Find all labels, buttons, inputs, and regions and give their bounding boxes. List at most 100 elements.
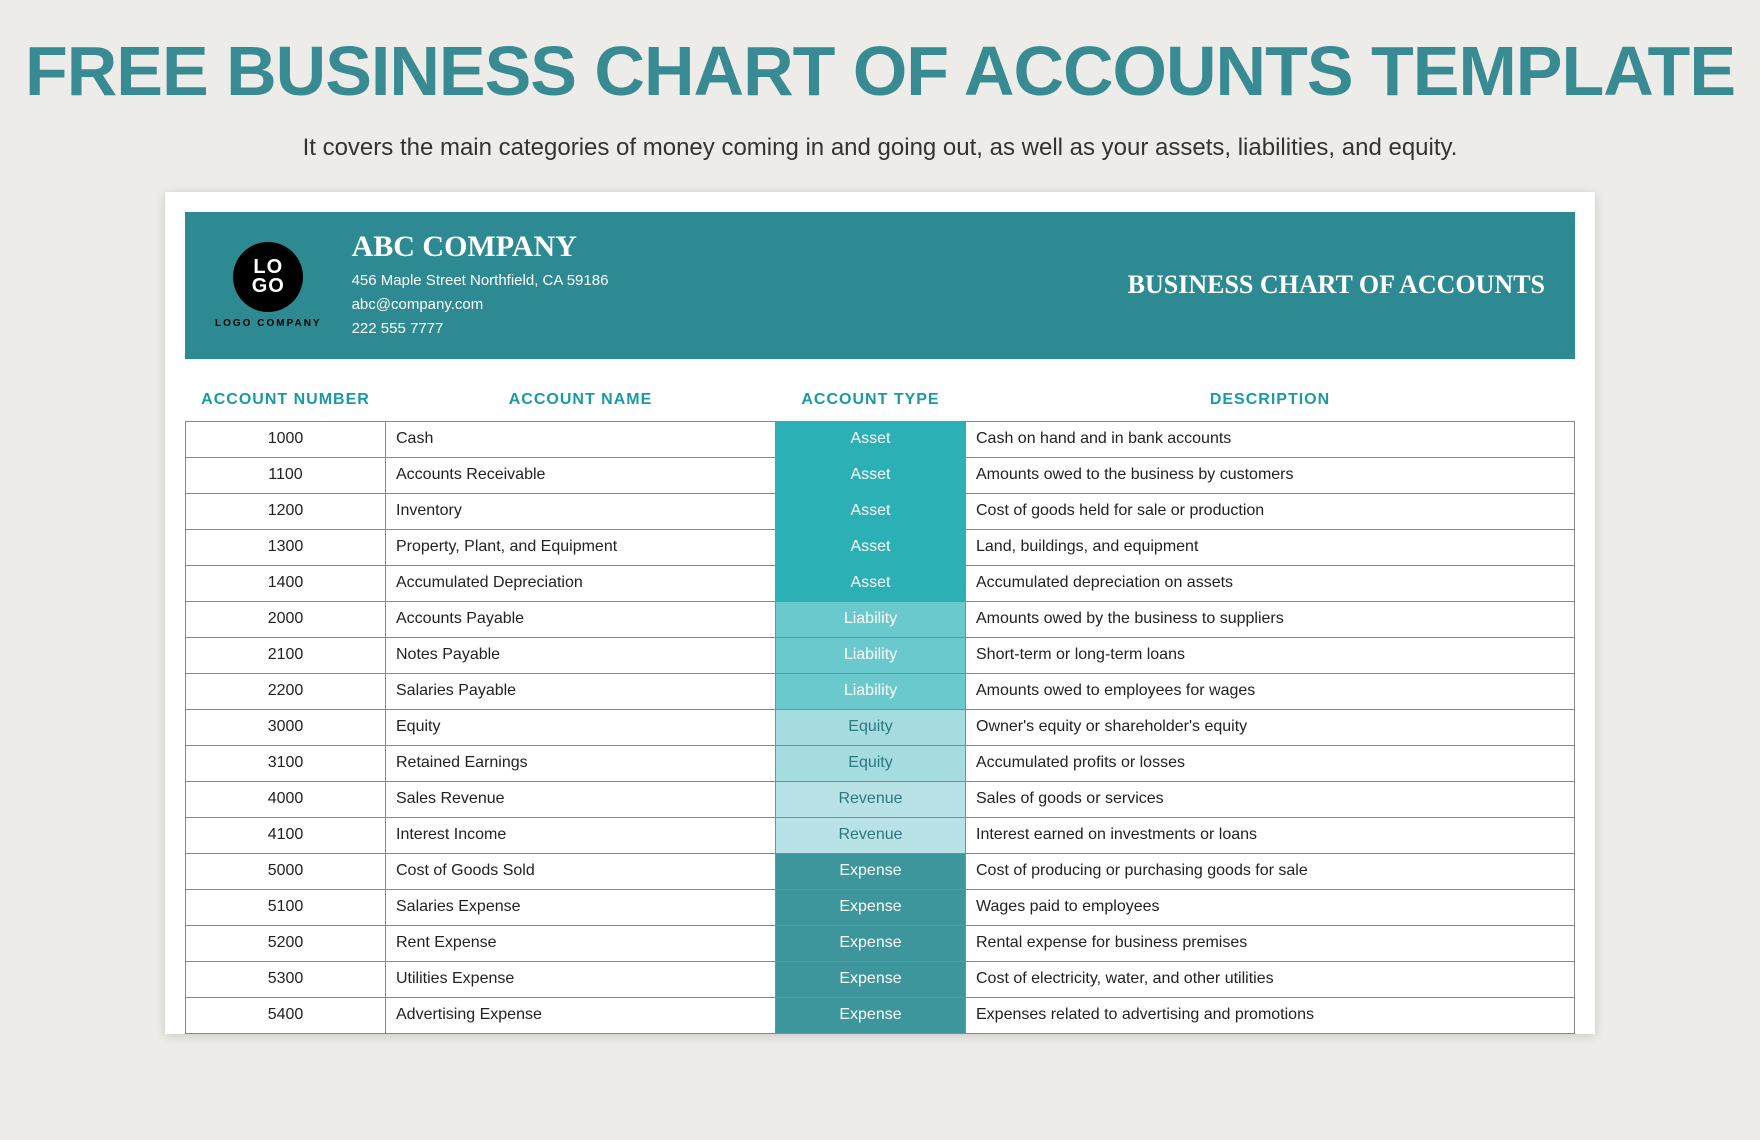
cell-account-number: 4000 xyxy=(186,781,386,817)
table-row: 1200InventoryAssetCost of goods held for… xyxy=(186,493,1575,529)
cell-account-name: Retained Earnings xyxy=(386,745,776,781)
cell-account-type: Revenue xyxy=(776,817,966,853)
cell-account-number: 2200 xyxy=(186,673,386,709)
cell-account-number: 5000 xyxy=(186,853,386,889)
cell-account-name: Notes Payable xyxy=(386,637,776,673)
company-email: abc@company.com xyxy=(352,293,1128,317)
cell-account-number: 5200 xyxy=(186,925,386,961)
cell-account-type: Asset xyxy=(776,421,966,457)
table-row: 3100Retained EarningsEquityAccumulated p… xyxy=(186,745,1575,781)
cell-description: Cost of producing or purchasing goods fo… xyxy=(966,853,1575,889)
table-row: 2000Accounts PayableLiabilityAmounts owe… xyxy=(186,601,1575,637)
table-row: 4100Interest IncomeRevenueInterest earne… xyxy=(186,817,1575,853)
cell-description: Rental expense for business premises xyxy=(966,925,1575,961)
th-account-name: ACCOUNT NAME xyxy=(386,379,776,422)
cell-account-number: 5400 xyxy=(186,997,386,1033)
cell-account-number: 2000 xyxy=(186,601,386,637)
cell-description: Cost of goods held for sale or productio… xyxy=(966,493,1575,529)
cell-description: Amounts owed to the business by customer… xyxy=(966,457,1575,493)
cell-account-name: Accounts Receivable xyxy=(386,457,776,493)
cell-account-name: Salaries Payable xyxy=(386,673,776,709)
cell-account-number: 5100 xyxy=(186,889,386,925)
cell-account-type: Expense xyxy=(776,853,966,889)
table-row: 5000Cost of Goods SoldExpenseCost of pro… xyxy=(186,853,1575,889)
table-row: 4000Sales RevenueRevenueSales of goods o… xyxy=(186,781,1575,817)
cell-account-name: Utilities Expense xyxy=(386,961,776,997)
cell-account-type: Asset xyxy=(776,493,966,529)
cell-account-type: Asset xyxy=(776,457,966,493)
company-phone: 222 555 7777 xyxy=(352,317,1128,341)
cell-description: Cash on hand and in bank accounts xyxy=(966,421,1575,457)
document-card: LO GO LOGO COMPANY ABC COMPANY 456 Maple… xyxy=(165,192,1595,1034)
th-account-type: ACCOUNT TYPE xyxy=(776,379,966,422)
cell-account-number: 1000 xyxy=(186,421,386,457)
table-row: 5300Utilities ExpenseExpenseCost of elec… xyxy=(186,961,1575,997)
page-title: FREE BUSINESS CHART OF ACCOUNTS TEMPLATE xyxy=(0,0,1760,109)
cell-account-number: 5300 xyxy=(186,961,386,997)
page-subtitle: It covers the main categories of money c… xyxy=(0,134,1760,162)
logo-area: LO GO LOGO COMPANY xyxy=(215,242,322,329)
table-row: 1100Accounts ReceivableAssetAmounts owed… xyxy=(186,457,1575,493)
cell-account-type: Revenue xyxy=(776,781,966,817)
company-address: 456 Maple Street Northfield, CA 59186 xyxy=(352,269,1128,293)
cell-account-number: 2100 xyxy=(186,637,386,673)
cell-account-number: 3100 xyxy=(186,745,386,781)
cell-account-name: Rent Expense xyxy=(386,925,776,961)
cell-account-number: 1200 xyxy=(186,493,386,529)
cell-account-name: Sales Revenue xyxy=(386,781,776,817)
cell-account-name: Property, Plant, and Equipment xyxy=(386,529,776,565)
th-account-number: ACCOUNT NUMBER xyxy=(186,379,386,422)
cell-description: Wages paid to employees xyxy=(966,889,1575,925)
accounts-table: ACCOUNT NUMBER ACCOUNT NAME ACCOUNT TYPE… xyxy=(185,379,1575,1034)
cell-account-type: Liability xyxy=(776,673,966,709)
accounts-tbody: 1000CashAssetCash on hand and in bank ac… xyxy=(186,421,1575,1033)
cell-account-name: Accumulated Depreciation xyxy=(386,565,776,601)
table-row: 3000EquityEquityOwner's equity or shareh… xyxy=(186,709,1575,745)
logo-text-line1: LO xyxy=(253,258,283,277)
cell-account-name: Inventory xyxy=(386,493,776,529)
cell-description: Sales of goods or services xyxy=(966,781,1575,817)
cell-account-type: Expense xyxy=(776,961,966,997)
cell-account-type: Asset xyxy=(776,565,966,601)
table-row: 1400Accumulated DepreciationAssetAccumul… xyxy=(186,565,1575,601)
cell-description: Land, buildings, and equipment xyxy=(966,529,1575,565)
cell-description: Cost of electricity, water, and other ut… xyxy=(966,961,1575,997)
cell-account-name: Cost of Goods Sold xyxy=(386,853,776,889)
cell-account-type: Liability xyxy=(776,601,966,637)
cell-account-type: Asset xyxy=(776,529,966,565)
cell-account-name: Interest Income xyxy=(386,817,776,853)
cell-account-name: Salaries Expense xyxy=(386,889,776,925)
table-row: 5200Rent ExpenseExpenseRental expense fo… xyxy=(186,925,1575,961)
cell-description: Amounts owed to employees for wages xyxy=(966,673,1575,709)
company-name: ABC COMPANY xyxy=(352,230,1128,264)
cell-description: Owner's equity or shareholder's equity xyxy=(966,709,1575,745)
cell-description: Interest earned on investments or loans xyxy=(966,817,1575,853)
logo-icon: LO GO xyxy=(233,242,303,312)
table-row: 5100Salaries ExpenseExpenseWages paid to… xyxy=(186,889,1575,925)
document-header: LO GO LOGO COMPANY ABC COMPANY 456 Maple… xyxy=(185,212,1575,359)
logo-text-line2: GO xyxy=(252,277,285,296)
cell-account-number: 1300 xyxy=(186,529,386,565)
cell-account-name: Advertising Expense xyxy=(386,997,776,1033)
cell-account-name: Cash xyxy=(386,421,776,457)
cell-account-number: 1100 xyxy=(186,457,386,493)
table-row: 1000CashAssetCash on hand and in bank ac… xyxy=(186,421,1575,457)
table-header-row: ACCOUNT NUMBER ACCOUNT NAME ACCOUNT TYPE… xyxy=(186,379,1575,422)
cell-account-type: Equity xyxy=(776,709,966,745)
cell-account-type: Expense xyxy=(776,997,966,1033)
cell-account-type: Expense xyxy=(776,925,966,961)
cell-account-number: 4100 xyxy=(186,817,386,853)
cell-account-type: Expense xyxy=(776,889,966,925)
cell-account-name: Equity xyxy=(386,709,776,745)
table-row: 5400Advertising ExpenseExpenseExpenses r… xyxy=(186,997,1575,1033)
accounts-table-wrap: ACCOUNT NUMBER ACCOUNT NAME ACCOUNT TYPE… xyxy=(185,379,1575,1034)
cell-account-type: Liability xyxy=(776,637,966,673)
document-title: BUSINESS CHART OF ACCOUNTS xyxy=(1128,270,1545,300)
logo-caption: LOGO COMPANY xyxy=(215,318,322,329)
cell-account-number: 1400 xyxy=(186,565,386,601)
cell-description: Accumulated profits or losses xyxy=(966,745,1575,781)
cell-description: Expenses related to advertising and prom… xyxy=(966,997,1575,1033)
cell-account-number: 3000 xyxy=(186,709,386,745)
cell-description: Short-term or long-term loans xyxy=(966,637,1575,673)
table-row: 1300Property, Plant, and EquipmentAssetL… xyxy=(186,529,1575,565)
